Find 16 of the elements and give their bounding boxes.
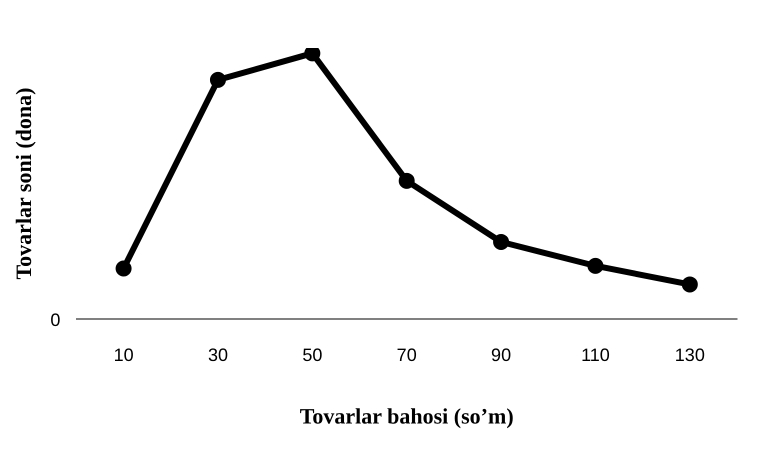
x-axis-title: Tovarlar bahosi (so’m) — [300, 403, 514, 428]
x-tick-label: 130 — [674, 344, 705, 365]
point — [116, 260, 132, 277]
point — [587, 258, 604, 274]
point — [398, 172, 415, 189]
x-tick-label: 50 — [302, 344, 322, 365]
point — [210, 72, 226, 88]
point — [493, 234, 510, 250]
x-tick-label: 30 — [208, 344, 228, 365]
y-axis-title: Tovarlar soni (dona) — [10, 88, 36, 280]
text: 0 — [50, 310, 60, 330]
x-tick-label: 110 — [581, 344, 610, 365]
x-tick-label: 90 — [491, 344, 512, 365]
x-tick-label: 10 — [114, 344, 134, 365]
x-tick-label: 70 — [396, 344, 417, 365]
point — [682, 276, 698, 292]
